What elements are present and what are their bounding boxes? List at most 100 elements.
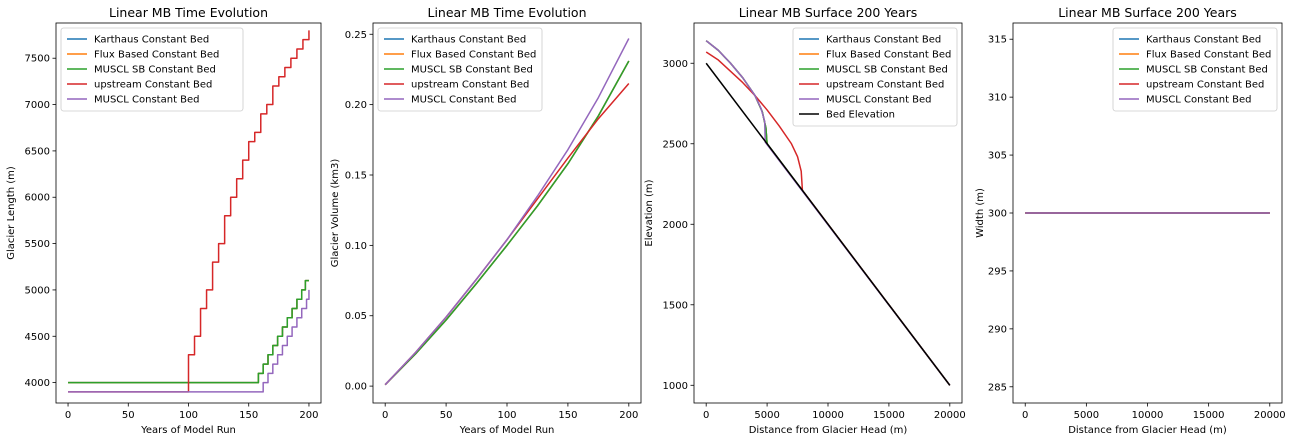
chart-panel-2: 0 50 100 150 200 0.00 0.05 0.10 0.15 0.20 0.25 Line… xyxy=(330,5,642,436)
legend-label: MUSCL SB Constant Bed xyxy=(94,65,216,76)
chart-title: Linear MB Time Evolution xyxy=(109,5,268,20)
legend-label: Flux Based Constant Bed xyxy=(94,50,219,61)
plot-area xyxy=(68,30,310,393)
y-tick-label: 4500 xyxy=(25,332,50,343)
y-tick-label: 7500 xyxy=(25,54,50,65)
x-tick-label: 200 xyxy=(299,410,318,421)
y-axis-label: Glacier Volume (km3) xyxy=(330,159,341,268)
x-tick-label: 15000 xyxy=(1193,410,1225,421)
x-tick-label: 150 xyxy=(239,410,258,421)
x-tick-label: 50 xyxy=(440,410,453,421)
y-tick-label: 6500 xyxy=(25,146,50,157)
x-tick-label: 20000 xyxy=(1254,410,1286,421)
legend-label: Karthaus Constant Bed xyxy=(1146,35,1261,46)
y-tick-label: 7000 xyxy=(25,100,50,111)
legend-label: MUSCL SB Constant Bed xyxy=(826,65,948,76)
legend-label: MUSCL Constant Bed xyxy=(1146,95,1252,106)
legend-label: upstream Constant Bed xyxy=(826,80,944,91)
y-tick-label: 0.05 xyxy=(345,311,367,322)
y-tick-label: 4000 xyxy=(25,378,50,389)
legend-label: MUSCL SB Constant Bed xyxy=(411,65,533,76)
series-line-6 xyxy=(705,62,951,386)
x-tick-label: 100 xyxy=(497,410,516,421)
chart-title: Linear MB Surface 200 Years xyxy=(739,5,918,20)
y-tick-label: 0.15 xyxy=(345,171,367,182)
series-line-3 xyxy=(68,279,309,384)
series-line-5 xyxy=(68,289,310,393)
chart-title: Linear MB Time Evolution xyxy=(427,5,586,20)
series-line-4 xyxy=(68,30,310,393)
y-tick-label: 305 xyxy=(988,151,1007,162)
y-axis-label: Width (m) xyxy=(975,188,986,238)
x-tick-label: 100 xyxy=(179,410,198,421)
x-tick-label: 15000 xyxy=(873,410,905,421)
legend-label: Flux Based Constant Bed xyxy=(826,50,951,61)
legend: Karthaus Constant Bed Flux Based Constant… xyxy=(60,27,244,112)
y-axis-label: Elevation (m) xyxy=(644,179,655,246)
legend-label: Karthaus Constant Bed xyxy=(826,35,941,46)
legend-label: Flux Based Constant Bed xyxy=(411,50,536,61)
legend-label: upstream Constant Bed xyxy=(1146,80,1264,91)
y-tick-label: 1500 xyxy=(663,300,688,311)
legend-box xyxy=(792,27,958,127)
x-tick-label: 20000 xyxy=(934,410,966,421)
y-tick-label: 0.20 xyxy=(345,100,367,111)
legend-label: MUSCL Constant Bed xyxy=(94,95,200,106)
legend-box xyxy=(60,27,244,112)
y-tick-label: 0.00 xyxy=(345,382,367,393)
chart-panel-4: 0 5000 10000 15000 20000 285 290 295 300 305 310 31… xyxy=(975,5,1286,436)
y-tick-label: 5500 xyxy=(25,239,50,250)
legend: Karthaus Constant Bed Flux Based Constant… xyxy=(792,27,958,127)
x-axis-label: Years of Model Run xyxy=(459,425,555,436)
x-axis-label: Years of Model Run xyxy=(140,425,236,436)
legend: Karthaus Constant Bed Flux Based Constant… xyxy=(1112,27,1278,112)
chart-panel-3: 0 5000 10000 15000 20000 1000 1500 2000 2500 3000… xyxy=(644,5,966,436)
y-tick-label: 5000 xyxy=(25,285,50,296)
y-tick-label: 1000 xyxy=(663,381,688,392)
legend-box xyxy=(1112,27,1278,112)
x-tick-label: 0 xyxy=(382,410,388,421)
legend-label: Karthaus Constant Bed xyxy=(94,35,209,46)
y-tick-label: 285 xyxy=(988,382,1007,393)
x-tick-label: 10000 xyxy=(1132,410,1164,421)
x-tick-label: 200 xyxy=(619,410,638,421)
x-axis-label: Distance from Glacier Head (m) xyxy=(1068,425,1227,436)
y-tick-label: 2500 xyxy=(663,139,688,150)
x-tick-label: 0 xyxy=(1022,410,1028,421)
plot-area xyxy=(384,38,630,386)
y-axis-label: Glacier Length (m) xyxy=(6,166,17,260)
x-tick-label: 0 xyxy=(703,410,709,421)
x-tick-label: 5000 xyxy=(754,410,779,421)
x-tick-label: 0 xyxy=(65,410,71,421)
y-tick-label: 3000 xyxy=(663,59,688,70)
x-axis-label: Distance from Glacier Head (m) xyxy=(749,425,908,436)
y-tick-label: 6000 xyxy=(25,193,50,204)
legend-label: MUSCL SB Constant Bed xyxy=(1146,65,1268,76)
x-tick-label: 50 xyxy=(122,410,135,421)
x-tick-label: 10000 xyxy=(812,410,844,421)
series-line-5 xyxy=(705,40,951,386)
y-tick-label: 290 xyxy=(988,324,1007,335)
y-tick-label: 2000 xyxy=(663,220,688,231)
series-line-4 xyxy=(384,83,630,386)
plot-area xyxy=(705,40,951,386)
legend-label: Bed Elevation xyxy=(826,110,895,121)
y-tick-label: 300 xyxy=(988,209,1007,220)
series-line-5 xyxy=(384,38,630,386)
legend-label: Flux Based Constant Bed xyxy=(1146,50,1271,61)
chart-title: Linear MB Surface 200 Years xyxy=(1058,5,1237,20)
y-tick-label: 0.25 xyxy=(345,30,367,41)
legend: Karthaus Constant Bed Flux Based Constant… xyxy=(377,27,543,112)
y-tick-label: 310 xyxy=(988,93,1007,104)
legend-label: upstream Constant Bed xyxy=(94,80,212,91)
series-line-4 xyxy=(705,51,951,386)
y-tick-label: 0.10 xyxy=(345,241,367,252)
legend-box xyxy=(377,27,543,112)
y-tick-label: 315 xyxy=(988,35,1007,46)
y-tick-label: 295 xyxy=(988,266,1007,277)
x-tick-label: 150 xyxy=(558,410,577,421)
legend-label: MUSCL Constant Bed xyxy=(411,95,517,106)
x-tick-label: 5000 xyxy=(1074,410,1099,421)
legend-label: MUSCL Constant Bed xyxy=(826,95,932,106)
